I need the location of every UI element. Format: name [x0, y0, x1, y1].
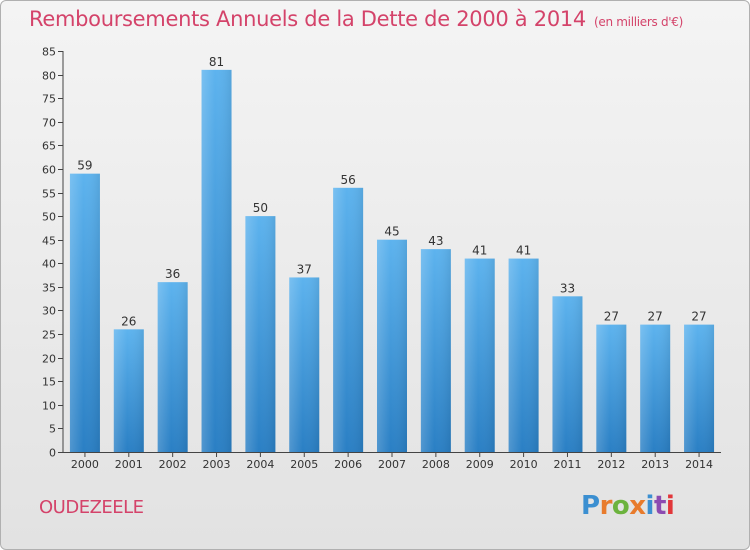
data-label: 43 [428, 234, 443, 248]
y-tick-label: 85 [42, 46, 56, 59]
bar-shade [596, 324, 627, 452]
x-tick-label: 2000 [71, 458, 99, 471]
logo-letter: i [665, 491, 675, 521]
x-tick-label: 2011 [553, 458, 581, 471]
x-tick-label: 2004 [246, 458, 274, 471]
data-label: 59 [77, 159, 92, 173]
bar-shade [333, 187, 364, 452]
x-tick-label: 2012 [597, 458, 625, 471]
logo-letter: x [629, 491, 646, 521]
data-label: 56 [340, 173, 355, 187]
x-tick-label: 2003 [203, 458, 231, 471]
data-label: 41 [472, 244, 487, 258]
commune-name: OUDEZEELE [39, 497, 144, 518]
data-label: 36 [165, 267, 180, 281]
bar-shade [684, 324, 715, 452]
axes: 0 5 10 15 20 25 30 35 40 45 50 55 60 65 70 75 80 85 2000 20… [42, 46, 721, 471]
y-tick-label: 0 [49, 447, 56, 460]
bar-shade [201, 69, 232, 452]
y-tick-label: 15 [42, 376, 56, 389]
data-label: 26 [121, 314, 136, 328]
data-label: 27 [691, 310, 706, 324]
x-tick-label: 2008 [422, 458, 450, 471]
data-label: 37 [297, 262, 312, 276]
bar-shade [245, 216, 276, 452]
x-tick-label: 2007 [378, 458, 406, 471]
y-tick-label: 70 [42, 117, 56, 130]
bar-shade [289, 277, 320, 452]
bar-shade [69, 173, 100, 453]
logo-letter: r [599, 491, 613, 521]
bar-shade [113, 329, 144, 452]
y-tick-label: 25 [42, 329, 56, 342]
chart-title-text: Remboursements Annuels de la Dette de 20… [29, 7, 586, 31]
bar-shade [508, 258, 539, 452]
data-label: 45 [384, 225, 399, 239]
bar-shade [552, 296, 583, 452]
x-tick-label: 2009 [466, 458, 494, 471]
x-tick-label: 2001 [115, 458, 143, 471]
bar-shade [157, 282, 188, 452]
data-label: 27 [648, 310, 663, 324]
bar-shade [420, 249, 451, 452]
y-tick-label: 30 [42, 305, 56, 318]
y-tick-label: 5 [49, 423, 56, 436]
y-tick-label: 80 [42, 70, 56, 83]
data-label: 50 [253, 201, 268, 215]
proxiti-logo: Proxiti [581, 491, 675, 521]
x-tick-label: 2010 [510, 458, 538, 471]
logo-letter: o [611, 491, 630, 521]
y-tick-label: 40 [42, 258, 56, 271]
bar-shade [640, 324, 671, 452]
chart-subtitle: (en milliers d'€) [594, 15, 684, 29]
y-tick-label: 75 [42, 93, 56, 106]
logo-letter: i [645, 491, 655, 521]
y-tick-label: 65 [42, 140, 56, 153]
x-tick-label: 2005 [290, 458, 318, 471]
logo-letter: P [581, 491, 600, 521]
bar-shade [377, 239, 407, 452]
data-label: 33 [560, 281, 575, 295]
bar-shade [464, 258, 495, 452]
logo-letter: t [653, 491, 666, 521]
bar-labels: 59 26 36 81 50 37 56 45 43 41 41 33 27 27 27 [77, 55, 706, 328]
chart-title: Remboursements Annuels de la Dette de 20… [29, 7, 683, 31]
y-tick-label: 45 [42, 235, 56, 248]
y-tick-label: 20 [42, 353, 56, 366]
x-tick-label: 2006 [334, 458, 362, 471]
y-tick-label: 10 [42, 400, 56, 413]
x-tick-label: 2002 [159, 458, 187, 471]
y-tick-label: 35 [42, 282, 56, 295]
bars [69, 69, 715, 453]
y-tick-label: 55 [42, 188, 56, 201]
x-tick-label: 2014 [685, 458, 713, 471]
y-tick-label: 50 [42, 211, 56, 224]
data-label: 41 [516, 244, 531, 258]
x-tick-label: 2013 [641, 458, 669, 471]
y-tick-label: 60 [42, 164, 56, 177]
data-label: 81 [209, 55, 224, 69]
data-label: 27 [604, 310, 619, 324]
